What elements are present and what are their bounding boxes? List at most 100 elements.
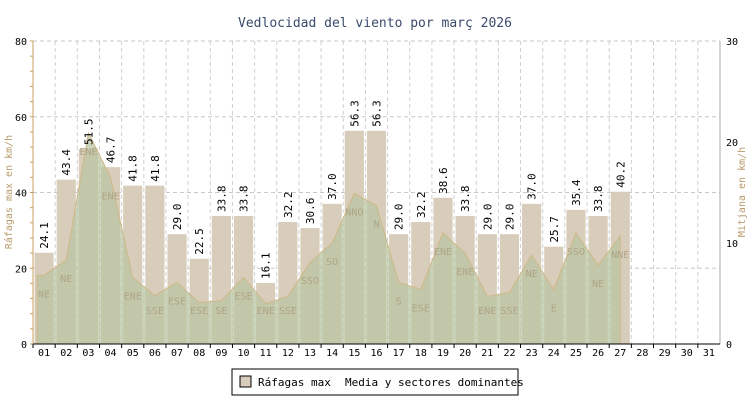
legend-label-area: Media y sectores dominantes <box>345 376 524 389</box>
x-tick-label: 05 <box>127 348 139 359</box>
x-tick-label: 01 <box>38 348 50 359</box>
sector-label: E <box>551 303 557 314</box>
x-tick-label: 22 <box>503 348 515 359</box>
bar-value-label: 30.6 <box>304 198 317 225</box>
sector-label: ESE <box>190 306 208 317</box>
y-axis-label: Ráfagas max en km/h <box>3 135 15 249</box>
bar-value-label: 37.0 <box>326 173 339 200</box>
bar-value-label: 35.4 <box>570 179 583 206</box>
x-tick-label: 30 <box>681 348 693 359</box>
sector-label: SO <box>326 257 338 268</box>
y2-tick-label: 0 <box>726 340 732 351</box>
bar-value-label: 33.8 <box>238 185 251 212</box>
legend-swatch-bar <box>239 375 252 388</box>
legend: Ráfagas max Media y sectores dominantes <box>231 368 524 396</box>
sector-label: ENE <box>79 147 97 158</box>
y-tick-label: 80 <box>15 37 27 48</box>
x-tick-label: 08 <box>193 348 205 359</box>
x-tick-label: 17 <box>393 348 405 359</box>
bar-value-label: 24.1 <box>38 222 51 249</box>
y2-tick-label: 10 <box>726 239 738 250</box>
sector-label: ENE <box>478 306 496 317</box>
y-tick-label: 40 <box>15 189 27 200</box>
bar-value-label: 29.0 <box>393 204 406 231</box>
bar-value-label: 46.7 <box>105 137 118 164</box>
sector-label: NNE <box>611 250 629 261</box>
sector-label: ESE <box>235 291 253 302</box>
bar-value-label: 25.7 <box>548 216 561 243</box>
sector-label: NE <box>526 269 538 280</box>
x-tick-label: 07 <box>171 348 183 359</box>
sector-label: SSO <box>301 276 319 287</box>
bar-value-label: 41.8 <box>127 155 140 182</box>
sector-label: ENE <box>434 247 452 258</box>
bar-value-label: 56.3 <box>371 100 384 127</box>
bar-value-label: 32.2 <box>415 192 428 219</box>
x-tick-label: 28 <box>636 348 648 359</box>
average-area <box>36 131 621 345</box>
x-tick-label: 21 <box>481 348 493 359</box>
y-tick-label: 20 <box>15 264 27 275</box>
sector-label: SE <box>215 306 227 317</box>
bar-value-label: 40.2 <box>614 161 627 188</box>
sector-label: SSE <box>146 306 164 317</box>
sector-label: N <box>373 220 379 231</box>
sector-label: ENE <box>124 291 142 302</box>
bar-value-label: 29.0 <box>171 204 184 231</box>
sector-label: ENE <box>456 267 474 278</box>
bar-value-label: 29.0 <box>503 204 516 231</box>
x-tick-label: 16 <box>370 348 382 359</box>
chart-title: Vedlocidad del viento por març 2026 <box>238 16 512 31</box>
sector-label: NNO <box>345 208 363 219</box>
x-tick-label: 15 <box>348 348 360 359</box>
sector-label: S <box>396 296 402 307</box>
sector-label: NE <box>38 289 50 300</box>
x-tick-label: 11 <box>260 348 272 359</box>
y2-tick-label: 20 <box>726 138 738 149</box>
x-tick-label: 25 <box>570 348 582 359</box>
x-tick-label: 26 <box>592 348 604 359</box>
x-tick-label: 02 <box>60 348 72 359</box>
bar-value-label: 33.8 <box>215 185 228 212</box>
bar-value-label: 33.8 <box>459 185 472 212</box>
sector-label: SSE <box>500 306 518 317</box>
x-tick-label: 12 <box>282 348 294 359</box>
x-tick-label: 29 <box>659 348 671 359</box>
x-tick-label: 19 <box>437 348 449 359</box>
y-tick-label: 0 <box>21 340 27 351</box>
y2-axis-label: Mitjana en km/h <box>737 147 748 237</box>
bar-value-label: 29.0 <box>481 204 494 231</box>
bar-value-label: 56.3 <box>348 100 361 127</box>
x-tick-label: 14 <box>326 348 338 359</box>
sector-label: SSE <box>279 306 297 317</box>
bar-value-label: 22.5 <box>193 228 206 255</box>
bar-value-label: 37.0 <box>526 173 539 200</box>
x-tick-label: 04 <box>105 348 117 359</box>
x-tick-label: 13 <box>304 348 316 359</box>
bar-value-label: 41.8 <box>149 155 162 182</box>
x-tick-label: 20 <box>459 348 471 359</box>
y2-tick-label: 30 <box>726 37 738 48</box>
x-tick-label: 10 <box>238 348 250 359</box>
bar-value-label: 33.8 <box>592 185 605 212</box>
bar-value-label: 38.6 <box>437 167 450 194</box>
x-tick-label: 27 <box>614 348 626 359</box>
legend-label-bar: Ráfagas max <box>258 376 331 389</box>
sector-label: ESE <box>168 296 186 307</box>
sector-label: NE <box>592 279 604 290</box>
bar-value-label: 51.5 <box>82 118 95 145</box>
sector-label: SSO <box>567 247 585 258</box>
x-tick-label: 23 <box>526 348 538 359</box>
x-tick-label: 09 <box>215 348 227 359</box>
bar-value-label: 32.2 <box>282 192 295 219</box>
y-tick-label: 60 <box>15 113 27 124</box>
sector-label: ENE <box>257 306 275 317</box>
x-tick-label: 18 <box>415 348 427 359</box>
x-tick-label: 31 <box>703 348 715 359</box>
x-tick-label: 03 <box>82 348 94 359</box>
x-tick-label: 06 <box>149 348 161 359</box>
sector-label: ENE <box>102 191 120 202</box>
x-tick-label: 24 <box>548 348 560 359</box>
sector-label: ESE <box>412 303 430 314</box>
